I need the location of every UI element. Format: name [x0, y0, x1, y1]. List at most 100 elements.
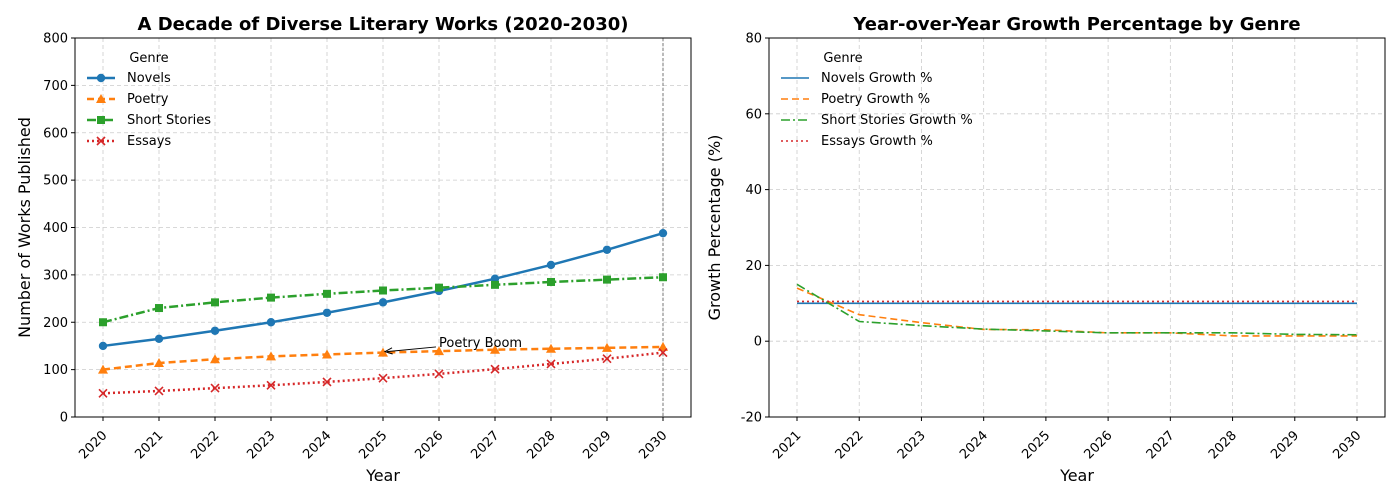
data-point-triangle	[154, 357, 164, 367]
series-short-stories-growth	[796, 283, 1358, 336]
series-short-stories	[99, 273, 667, 327]
legend-item: Essays	[87, 134, 171, 149]
x-tick-label: 2029	[580, 428, 614, 462]
legend-item: Short Stories	[87, 113, 211, 128]
legend-label: Novels	[127, 71, 171, 86]
data-point-circle	[266, 318, 276, 327]
data-point-triangle	[98, 364, 108, 374]
x-axis-label: Year	[1059, 466, 1094, 485]
x-tick-label: 2023	[895, 428, 929, 462]
legend-title: Genre	[823, 51, 862, 66]
x-tick-label: 2024	[300, 428, 334, 462]
data-point-circle	[490, 274, 500, 283]
data-point-x	[266, 380, 276, 390]
data-point-square	[435, 283, 443, 292]
chart-novels-works: 2020 2021 2022 2023 2024 2025 2026 2027 2028 2029…	[15, 14, 692, 485]
annotation-arrowhead	[383, 347, 393, 355]
x-tick-label: 2030	[636, 428, 670, 462]
data-point-x	[434, 369, 444, 379]
data-point-x	[96, 136, 106, 146]
legend: Genre Novels Poetry Short Stories Essays	[87, 51, 211, 149]
data-point-x	[322, 377, 332, 387]
data-point-circle	[322, 308, 332, 317]
legend: Genre Novels Growth % Poetry Growth % Short…	[781, 51, 973, 149]
y-tick-label: 80	[745, 32, 762, 47]
y-tick-label: 600	[43, 126, 68, 141]
data-point-triangle	[266, 351, 276, 361]
x-tick-label: 2023	[244, 428, 278, 462]
legend-item: Essays Growth %	[781, 134, 933, 149]
x-tick-label: 2021	[770, 428, 804, 462]
series-line	[102, 351, 664, 395]
legend-label: Poetry	[127, 92, 169, 107]
series-poetry-growth	[796, 287, 1357, 337]
data-point-x	[658, 348, 668, 358]
y-tick-label: 60	[745, 107, 762, 122]
data-point-x	[210, 383, 220, 393]
y-tick-label: 300	[43, 268, 68, 283]
data-point-triangle	[546, 343, 556, 353]
data-point-square	[323, 289, 331, 298]
data-point-square	[155, 304, 163, 313]
chart-growth-percentage: 2021 2022 2023 2024 2025 2026 2027 2028 2029 2030…	[705, 14, 1386, 485]
series-poetry	[98, 341, 668, 374]
data-point-circle	[602, 245, 612, 254]
legend-item: Poetry	[87, 92, 169, 107]
data-point-triangle	[490, 344, 500, 354]
series-line	[796, 287, 1357, 337]
x-tick-label: 2021	[132, 428, 166, 462]
legend-item: Novels	[87, 71, 171, 86]
x-tick-label: 2028	[1206, 428, 1240, 462]
chart-title: A Decade of Diverse Literary Works (2020…	[138, 14, 629, 35]
data-point-square	[99, 318, 107, 327]
legend-label: Essays	[127, 134, 171, 149]
x-tick-label: 2026	[412, 428, 446, 462]
data-point-circle	[98, 341, 108, 351]
data-point-triangle	[434, 346, 444, 356]
data-point-circle	[154, 334, 164, 344]
y-tick-label: 20	[745, 259, 762, 274]
annotation: Poetry Boom	[383, 336, 522, 355]
x-tick-label: 2025	[1019, 428, 1053, 462]
y-tick-label: 100	[43, 363, 68, 378]
data-point-square	[211, 298, 219, 307]
x-tick-label: 2026	[1082, 428, 1116, 462]
legend-label: Essays Growth %	[821, 134, 933, 149]
data-point-circle	[546, 260, 556, 270]
data-point-square	[379, 286, 387, 295]
legend-label: Novels Growth %	[821, 71, 932, 86]
x-tick-label: 2024	[957, 428, 991, 462]
series-line	[796, 283, 1358, 336]
x-tick-label: 2029	[1268, 428, 1302, 462]
data-point-triangle	[322, 349, 332, 359]
x-axis-label: Year	[365, 466, 400, 485]
x-tick-label: 2022	[188, 428, 222, 462]
data-point-triangle	[210, 354, 220, 364]
data-point-circle	[96, 73, 106, 83]
legend-title: Genre	[129, 51, 168, 66]
legend-item: Poetry Growth %	[781, 92, 930, 107]
x-tick-label: 2025	[356, 428, 390, 462]
legend-label: Poetry Growth %	[821, 92, 930, 107]
y-tick-label: 200	[43, 316, 68, 331]
data-point-x	[98, 388, 108, 398]
data-point-x	[546, 359, 556, 369]
legend-label: Short Stories	[127, 113, 211, 128]
data-point-x	[490, 364, 500, 374]
series-essays	[98, 348, 668, 398]
data-point-square	[547, 277, 555, 286]
legend-item: Short Stories Growth %	[781, 113, 973, 128]
legend-item: Novels Growth %	[781, 71, 932, 86]
chart-title: Year-over-Year Growth Percentage by Genr…	[852, 14, 1300, 35]
data-point-circle	[658, 228, 668, 238]
annotation-text: Poetry Boom	[439, 336, 522, 351]
data-point-square	[603, 275, 611, 284]
x-tick-label: 2027	[1144, 428, 1178, 462]
data-point-square	[659, 273, 667, 282]
y-axis-label: Number of Works Published	[15, 117, 34, 338]
data-point-x	[602, 354, 612, 364]
data-point-triangle	[378, 347, 388, 357]
y-tick-label: -20	[741, 411, 762, 426]
data-point-triangle	[602, 342, 612, 352]
y-tick-label: 400	[43, 221, 68, 236]
